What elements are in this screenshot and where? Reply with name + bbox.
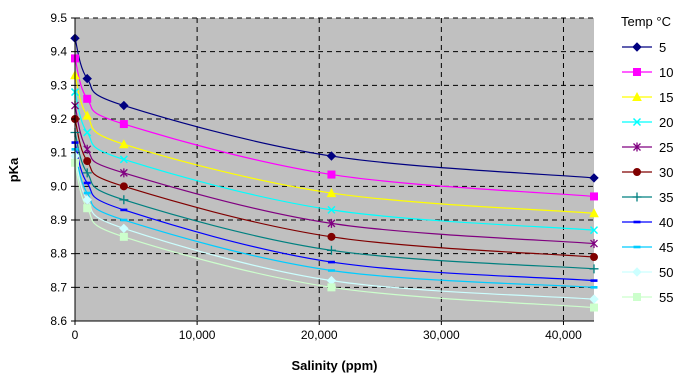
y-tick-label: 9.4	[50, 45, 67, 59]
data-point-35	[589, 264, 599, 274]
data-point-45	[83, 191, 91, 195]
data-point-15	[589, 208, 599, 218]
legend-marker-30	[633, 168, 641, 176]
legend-label-50: 50	[659, 265, 673, 280]
legend-marker-20	[632, 117, 642, 127]
data-point-20	[119, 155, 128, 164]
data-point-10	[327, 170, 336, 179]
y-axis-title: pKa	[6, 157, 21, 182]
data-point-15	[119, 139, 129, 149]
y-tick-label: 9.2	[50, 112, 67, 126]
data-point-30	[327, 232, 336, 241]
legend-marker-10	[633, 68, 641, 76]
grid-lines	[75, 17, 594, 321]
data-point-30	[83, 157, 92, 166]
data-point-20	[83, 128, 92, 137]
data-point-20	[327, 205, 336, 214]
data-point-5	[119, 100, 129, 111]
data-point-50	[589, 294, 599, 304]
y-tick-label: 8.8	[50, 247, 67, 261]
data-point-5	[82, 73, 92, 84]
legend-marker-15	[632, 91, 642, 101]
legend-label-35: 35	[659, 190, 673, 205]
legend-label-15: 15	[659, 90, 673, 105]
legend-label-40: 40	[659, 215, 673, 230]
x-tick-label: 40,000	[545, 328, 582, 342]
x-tick-label: 10,000	[179, 328, 216, 342]
data-point-20	[589, 226, 599, 235]
data-point-25	[590, 239, 598, 249]
y-tick-label: 8.7	[50, 280, 67, 294]
x-tick-label: 20,000	[301, 328, 338, 342]
data-point-10	[590, 192, 598, 201]
legend-title: Temp °C	[621, 14, 671, 29]
y-tick-label: 8.9	[50, 213, 67, 227]
data-point-40	[590, 279, 598, 282]
data-point-50	[119, 223, 129, 234]
data-point-55	[327, 283, 336, 292]
y-tick-label: 9.5	[50, 11, 67, 25]
legend-label-5: 5	[659, 40, 666, 55]
legend-label-10: 10	[659, 65, 673, 80]
data-point-45	[327, 269, 335, 272]
data-point-5	[326, 151, 337, 161]
data-point-25	[327, 218, 336, 228]
legend-marker-45	[633, 245, 641, 249]
legend-marker-5	[632, 42, 642, 52]
data-point-40	[83, 181, 91, 185]
y-tick-label: 9.1	[50, 146, 67, 160]
legend: Temp °C 5 10 15 20 25 30 35 40 45 50 55	[621, 14, 673, 305]
legend-marker-55	[633, 293, 641, 301]
legend-marker-50	[632, 267, 642, 277]
data-point-35	[119, 195, 129, 205]
data-point-55	[83, 204, 92, 213]
data-point-5	[589, 173, 599, 183]
legend-label-45: 45	[659, 240, 673, 255]
legend-marker-25	[633, 142, 641, 152]
y-tick-label: 9.0	[50, 179, 67, 193]
data-point-55	[590, 303, 598, 312]
axis-ticks: 8.6 8.7 8.8 8.9 9.0 9.1 9.2 9.3 9.4 9.5 0 10,000 20,…	[50, 11, 582, 342]
data-point-15	[82, 110, 93, 120]
data-point-10	[119, 120, 128, 129]
legend-label-55: 55	[659, 290, 673, 305]
data-point-45	[590, 286, 598, 289]
legend-marker-40	[633, 220, 641, 224]
data-point-35	[82, 168, 92, 178]
data-point-15	[326, 188, 337, 198]
data-point-35	[326, 245, 336, 255]
x-tick-label: 0	[72, 328, 79, 342]
data-point-55	[119, 232, 128, 241]
data-point-30	[590, 253, 598, 262]
legend-label-20: 20	[659, 115, 673, 130]
data-point-45	[120, 218, 128, 222]
legend-label-30: 30	[659, 165, 673, 180]
data-point-25	[119, 168, 128, 178]
data-point-40	[327, 260, 335, 264]
y-tick-label: 9.3	[50, 78, 67, 92]
data-point-40	[120, 208, 128, 212]
y-tick-label: 8.6	[50, 314, 67, 328]
legend-label-25: 25	[659, 140, 673, 155]
legend-marker-35	[632, 192, 642, 202]
plot-area	[75, 18, 594, 321]
x-axis-title: Salinity (ppm)	[292, 358, 378, 373]
x-tick-label: 30,000	[423, 328, 460, 342]
data-point-10	[83, 94, 92, 103]
data-point-50	[82, 195, 92, 205]
data-point-25	[83, 144, 92, 154]
data-point-30	[119, 182, 128, 191]
